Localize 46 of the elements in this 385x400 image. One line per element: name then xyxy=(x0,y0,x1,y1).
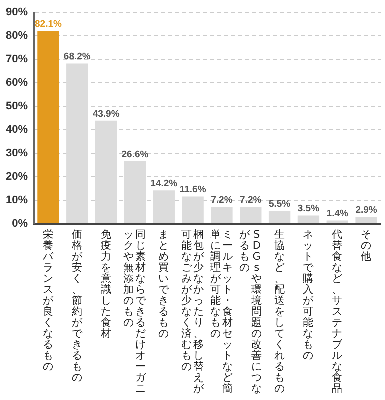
data-label: 82.1% xyxy=(35,19,62,30)
data-label: 3.5% xyxy=(298,204,320,215)
x-tick-label: その他 xyxy=(361,229,372,265)
category-label: 梱包が少なかったり、移し替えが可能なごみが少なく済むもの xyxy=(182,229,205,395)
data-label: 7.2% xyxy=(240,194,262,206)
data-label: 7.2% xyxy=(211,194,234,206)
y-tick-label: 40% xyxy=(6,124,28,136)
bar xyxy=(182,196,204,224)
category-label: ミールキット・食材セットなど簡単に調理が可能なもの xyxy=(210,229,234,395)
bar xyxy=(268,211,291,224)
y-tick-label: 30% xyxy=(6,148,28,160)
y-tick-label: 10% xyxy=(6,194,28,207)
bar xyxy=(356,217,378,224)
bar xyxy=(326,220,348,224)
bar xyxy=(124,162,146,224)
data-label: 11.6% xyxy=(180,184,207,196)
y-tick-label: 20% xyxy=(6,171,28,184)
bar xyxy=(38,31,60,224)
category-label: 免疫力を意識した食材 xyxy=(100,229,112,340)
y-tick-label: 90% xyxy=(6,6,28,19)
category-label: 代替食など、サステナブルな食品 xyxy=(332,229,344,395)
y-tick-label: 50% xyxy=(6,100,28,113)
category-label: SDGsや環境問題の改善につながるもの xyxy=(239,229,262,395)
bar xyxy=(66,64,88,224)
category-label: 栄養バランスが良くなるもの xyxy=(42,229,54,373)
data-label: 1.4% xyxy=(326,208,350,220)
bar xyxy=(153,190,175,224)
data-label: 26.6% xyxy=(122,149,150,160)
bar xyxy=(298,216,320,224)
category-label: 価格が安く、節約ができるもの xyxy=(72,229,83,384)
y-tick-label: 0% xyxy=(12,218,28,230)
y-tick-label: 80% xyxy=(6,30,28,42)
category-label: ネットで購入が可能なもの xyxy=(303,229,314,362)
category-label: 同じ素材ならできるだけオーガニックや無添加のもの xyxy=(124,229,147,395)
category-label: まとめ買いできるもの xyxy=(158,229,170,340)
category-label: 生協など、配送をしてくれるもの xyxy=(274,229,286,395)
bar xyxy=(95,120,118,224)
data-label: 43.9% xyxy=(92,108,120,120)
bar xyxy=(240,207,262,224)
data-label: 5.5% xyxy=(268,198,292,210)
y-tick-label: 70% xyxy=(6,54,28,66)
data-label: 68.2% xyxy=(64,52,92,63)
bar xyxy=(211,207,233,224)
data-label: 14.2% xyxy=(150,178,178,190)
y-tick-label: 60% xyxy=(6,77,28,90)
data-label: 2.9% xyxy=(356,205,378,216)
